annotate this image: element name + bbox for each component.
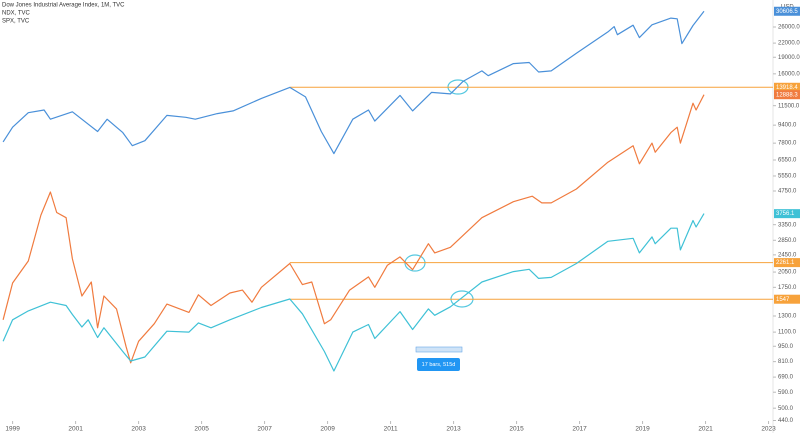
y-tick-label: 9400.0	[778, 123, 797, 129]
y-tick-label: 19000.0	[778, 55, 800, 61]
y-tick-label: 1750.0	[778, 285, 797, 291]
level-label-box	[774, 82, 800, 92]
last-value-box	[774, 90, 800, 100]
y-tick-label: 950.0	[778, 344, 794, 350]
last-value-label: 3756.1	[776, 211, 795, 217]
y-tick-label: 22000.0	[778, 41, 800, 47]
legend-entry: NDX, TVC	[2, 11, 31, 17]
last-value-box	[774, 209, 800, 219]
y-tick-label: 26000.0	[778, 25, 800, 31]
x-tick-label: 2001	[68, 426, 83, 433]
last-value-label: 30606.5	[776, 9, 798, 15]
y-tick-label: 4750.0	[778, 189, 797, 195]
series-line	[2, 10, 705, 155]
measure-range	[415, 346, 463, 353]
x-tick-label: 2023	[761, 426, 776, 433]
y-tick-label: 16000.0	[778, 71, 800, 77]
y-tick-label: 440.0	[778, 418, 794, 424]
level-label: 2261.1	[776, 260, 795, 266]
x-tick-label: 2021	[698, 426, 713, 433]
x-tick-label: 2019	[635, 426, 650, 433]
y-tick-label: 590.0	[778, 390, 794, 396]
series-line	[2, 94, 705, 364]
x-tick-label: 2005	[194, 426, 209, 433]
y-tick-label: 1100.0	[778, 330, 797, 336]
x-tick-label: 2017	[572, 426, 587, 433]
level-label: 13918.4	[776, 85, 798, 91]
y-tick-label: 11500.0	[778, 103, 800, 109]
y-tick-label: 2850.0	[778, 238, 797, 244]
last-value-box	[774, 6, 800, 16]
series-line	[2, 213, 705, 372]
x-tick-label: 2015	[509, 426, 524, 433]
y-tick-label: 690.0	[778, 375, 794, 381]
level-label: 1547	[776, 297, 790, 303]
y-tick-label: 2450.0	[778, 252, 797, 258]
measure-label: 17 bars, 515d	[422, 362, 456, 368]
y-tick-label: 7800.0	[778, 141, 797, 147]
y-tick-label: 500.0	[778, 406, 794, 412]
x-tick-label: 2011	[384, 426, 398, 433]
x-tick-label: 1999	[5, 426, 20, 433]
x-tick-label: 2013	[446, 426, 461, 433]
x-tick-label: 2007	[257, 426, 272, 433]
y-tick-label: 1300.0	[778, 314, 797, 320]
x-tick-label: 2003	[131, 426, 146, 433]
y-tick-label: 2050.0	[778, 270, 797, 276]
y-tick-label: 810.0	[778, 359, 794, 365]
y-tick-label: 3350.0	[778, 222, 797, 228]
legend-entry: Dow Jones Industrial Average Index, 1M, …	[2, 3, 125, 9]
level-label-box	[774, 258, 800, 268]
level-label-box	[774, 294, 800, 304]
last-value-label: 12888.3	[776, 92, 798, 98]
x-tick-label: 2009	[320, 426, 335, 433]
measure-box	[417, 358, 460, 371]
y-tick-label: 5550.0	[778, 174, 797, 180]
y-tick-label: 6550.0	[778, 158, 797, 164]
legend-entry: SPX, TVC	[2, 19, 30, 25]
